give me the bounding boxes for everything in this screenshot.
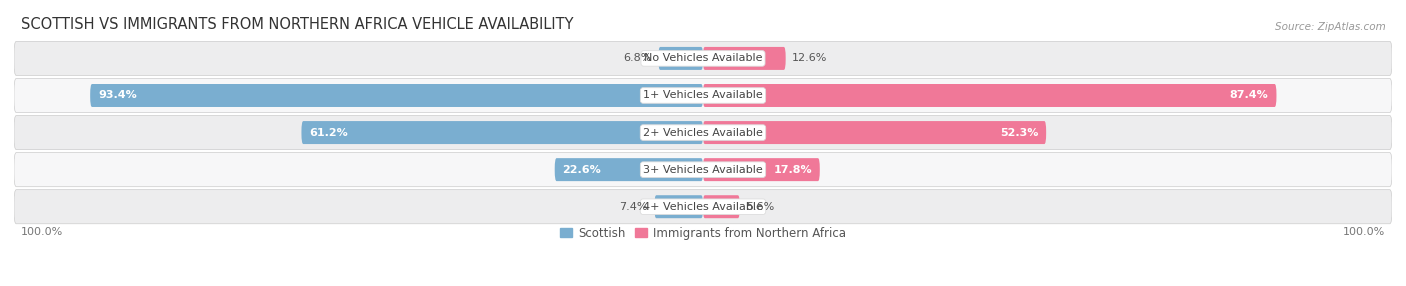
Text: 61.2%: 61.2%	[309, 128, 349, 138]
Text: 87.4%: 87.4%	[1230, 90, 1268, 100]
Text: 12.6%: 12.6%	[792, 53, 828, 63]
Text: 5.6%: 5.6%	[747, 202, 775, 212]
Text: 100.0%: 100.0%	[1343, 227, 1385, 237]
Legend: Scottish, Immigrants from Northern Africa: Scottish, Immigrants from Northern Afric…	[555, 222, 851, 245]
FancyBboxPatch shape	[555, 158, 703, 181]
FancyBboxPatch shape	[703, 158, 820, 181]
FancyBboxPatch shape	[301, 121, 703, 144]
FancyBboxPatch shape	[14, 153, 1392, 187]
Text: 6.8%: 6.8%	[623, 53, 652, 63]
FancyBboxPatch shape	[658, 47, 703, 70]
FancyBboxPatch shape	[703, 84, 1277, 107]
Text: 93.4%: 93.4%	[98, 90, 136, 100]
Text: SCOTTISH VS IMMIGRANTS FROM NORTHERN AFRICA VEHICLE AVAILABILITY: SCOTTISH VS IMMIGRANTS FROM NORTHERN AFR…	[21, 17, 574, 32]
FancyBboxPatch shape	[14, 41, 1392, 76]
Text: 1+ Vehicles Available: 1+ Vehicles Available	[643, 90, 763, 100]
FancyBboxPatch shape	[703, 47, 786, 70]
FancyBboxPatch shape	[14, 116, 1392, 150]
Text: 17.8%: 17.8%	[773, 165, 811, 175]
FancyBboxPatch shape	[14, 78, 1392, 113]
FancyBboxPatch shape	[654, 195, 703, 218]
Text: 52.3%: 52.3%	[1000, 128, 1038, 138]
FancyBboxPatch shape	[14, 190, 1392, 224]
Text: 7.4%: 7.4%	[620, 202, 648, 212]
FancyBboxPatch shape	[703, 121, 1046, 144]
Text: 3+ Vehicles Available: 3+ Vehicles Available	[643, 165, 763, 175]
Text: No Vehicles Available: No Vehicles Available	[644, 53, 762, 63]
FancyBboxPatch shape	[703, 195, 740, 218]
Text: 2+ Vehicles Available: 2+ Vehicles Available	[643, 128, 763, 138]
Text: 22.6%: 22.6%	[562, 165, 602, 175]
Text: 4+ Vehicles Available: 4+ Vehicles Available	[643, 202, 763, 212]
Text: 100.0%: 100.0%	[21, 227, 63, 237]
FancyBboxPatch shape	[90, 84, 703, 107]
Text: Source: ZipAtlas.com: Source: ZipAtlas.com	[1275, 22, 1385, 32]
